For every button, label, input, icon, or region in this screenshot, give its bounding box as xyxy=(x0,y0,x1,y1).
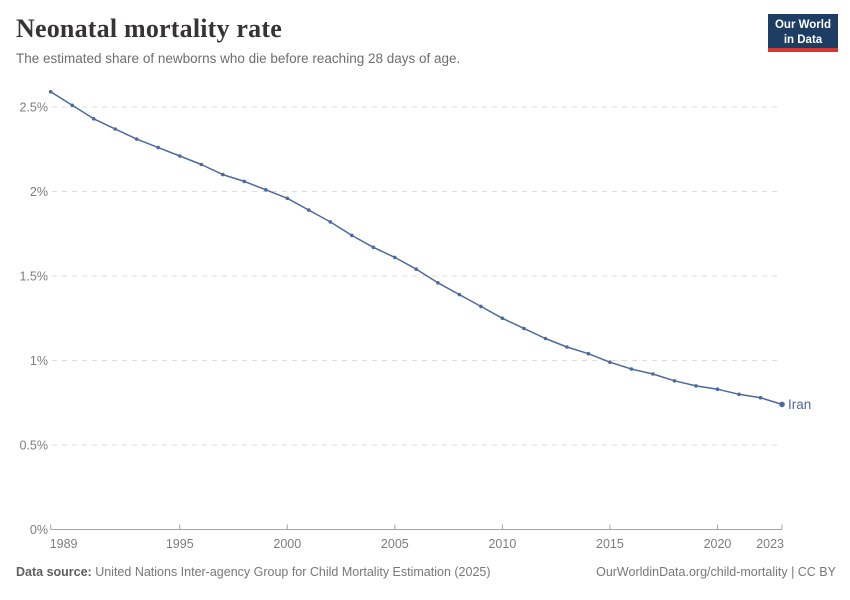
y-tick-label: 0.5% xyxy=(20,439,49,453)
data-point[interactable] xyxy=(457,292,462,297)
data-point[interactable] xyxy=(221,172,225,177)
data-point[interactable] xyxy=(48,90,53,94)
data-point[interactable] xyxy=(479,304,483,309)
data-point[interactable] xyxy=(522,326,526,331)
page-title: Neonatal mortality rate xyxy=(16,14,282,43)
data-source-text: United Nations Inter-agency Group for Ch… xyxy=(91,565,491,579)
data-point[interactable] xyxy=(672,379,677,383)
y-tick-label: 1% xyxy=(30,354,48,368)
data-point[interactable] xyxy=(436,281,440,285)
x-tick-label: 2020 xyxy=(704,537,732,551)
data-point[interactable] xyxy=(371,245,376,250)
y-tick-label: 2.5% xyxy=(20,101,49,115)
data-point[interactable] xyxy=(264,188,268,192)
data-point[interactable] xyxy=(500,316,505,321)
data-point[interactable] xyxy=(694,384,698,388)
data-point[interactable] xyxy=(543,336,548,341)
x-tick-label: 1995 xyxy=(166,537,194,551)
data-point[interactable] xyxy=(779,401,785,408)
x-tick-label: 1989 xyxy=(50,537,78,551)
data-point[interactable] xyxy=(629,367,634,371)
data-point[interactable] xyxy=(307,208,311,212)
owid-citation-link[interactable]: OurWorldinData.org/child-mortality | CC … xyxy=(596,565,836,579)
owid-logo-line2: in Data xyxy=(783,33,823,46)
data-point[interactable] xyxy=(608,360,612,365)
x-tick-label: 2005 xyxy=(381,537,409,551)
data-point[interactable] xyxy=(178,154,182,158)
data-point[interactable] xyxy=(70,103,74,108)
data-point[interactable] xyxy=(134,137,139,141)
data-point[interactable] xyxy=(285,196,290,201)
chart-footer: Data source: United Nations Inter-agency… xyxy=(16,565,836,579)
data-point[interactable] xyxy=(156,145,160,150)
y-tick-label: 0% xyxy=(30,523,48,537)
data-point[interactable] xyxy=(328,220,333,224)
chart-subtitle: The estimated share of newborns who die … xyxy=(16,51,461,66)
data-point[interactable] xyxy=(91,117,96,121)
x-tick-label: 2000 xyxy=(273,537,301,551)
data-point[interactable] xyxy=(393,255,397,260)
data-point[interactable] xyxy=(758,395,763,400)
data-point[interactable] xyxy=(350,233,354,238)
data-point[interactable] xyxy=(651,372,655,376)
data-point[interactable] xyxy=(199,162,204,167)
x-tick-label: 2010 xyxy=(488,537,516,551)
data-point[interactable] xyxy=(242,179,247,184)
trend-line[interactable] xyxy=(49,91,783,406)
data-point[interactable] xyxy=(113,127,117,131)
owid-logo[interactable]: Our World in Data xyxy=(768,14,838,52)
x-tick-label: 2015 xyxy=(596,537,624,551)
owid-logo-line1: Our World xyxy=(774,19,831,31)
y-tick-label: 2% xyxy=(30,185,48,199)
data-point[interactable] xyxy=(715,387,720,392)
data-source-label: Data source: xyxy=(16,565,92,579)
series-label-iran[interactable]: Iran xyxy=(788,397,811,412)
data-point[interactable] xyxy=(414,267,419,272)
data-source-note: Data source: United Nations Inter-agency… xyxy=(16,565,491,579)
y-tick-label: 1.5% xyxy=(20,270,49,284)
data-point[interactable] xyxy=(565,345,569,349)
x-tick-label: 2023 xyxy=(756,537,784,551)
data-point[interactable] xyxy=(586,351,591,356)
data-point[interactable] xyxy=(737,392,741,397)
